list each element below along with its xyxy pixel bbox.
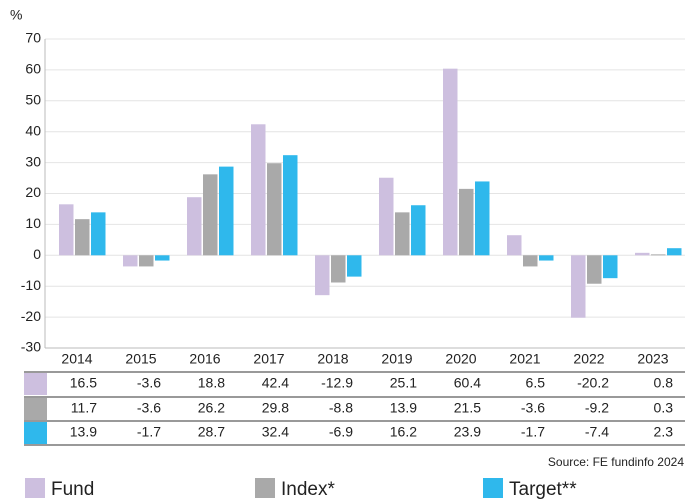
table-cell: 16.2 bbox=[390, 424, 417, 440]
table-swatch bbox=[24, 373, 47, 395]
bar bbox=[587, 255, 602, 284]
legend-swatch bbox=[483, 478, 503, 498]
x-tick-label: 2018 bbox=[317, 351, 348, 367]
bar bbox=[91, 212, 106, 256]
bar bbox=[395, 212, 410, 256]
table-cell: 29.8 bbox=[262, 400, 289, 416]
table-cell: 2.3 bbox=[654, 424, 674, 440]
table-cell: 16.5 bbox=[70, 375, 97, 391]
legend-swatch bbox=[25, 478, 45, 498]
table-cell: 25.1 bbox=[390, 375, 417, 391]
source: Source: FE fundinfo 2024 bbox=[548, 455, 684, 469]
bar bbox=[203, 174, 218, 256]
bar bbox=[267, 163, 282, 256]
table-cell: 6.5 bbox=[526, 375, 546, 391]
bar bbox=[251, 124, 266, 256]
x-tick-label: 2020 bbox=[445, 351, 476, 367]
table-cell: 11.7 bbox=[71, 400, 97, 416]
table-cell: 21.5 bbox=[454, 400, 481, 416]
table-cell: 0.8 bbox=[654, 375, 674, 391]
table-cell: 28.7 bbox=[198, 424, 225, 440]
x-tick-label: 2019 bbox=[381, 351, 412, 367]
table-cell: -3.6 bbox=[137, 400, 161, 416]
y-tick-label: 50 bbox=[25, 92, 41, 108]
x-tick-label: 2015 bbox=[125, 351, 156, 367]
bar bbox=[411, 205, 426, 256]
table-cell: -6.9 bbox=[329, 424, 353, 440]
bar bbox=[635, 252, 650, 256]
bar bbox=[123, 255, 138, 267]
y-tick-label: 60 bbox=[25, 61, 41, 77]
y-tick-label: -20 bbox=[21, 308, 41, 324]
table-cell: -3.6 bbox=[521, 400, 545, 416]
x-tick-label: 2017 bbox=[253, 351, 284, 367]
table-cell: -20.2 bbox=[577, 375, 609, 391]
bar bbox=[603, 255, 618, 279]
table-cell: -3.6 bbox=[137, 375, 161, 391]
legend-swatch bbox=[255, 478, 275, 498]
bar bbox=[475, 181, 490, 256]
bar bbox=[539, 255, 554, 261]
table-swatch bbox=[24, 398, 47, 420]
legend-label: Fund bbox=[51, 479, 94, 500]
table-cell: 60.4 bbox=[454, 375, 481, 391]
table-cell: -8.8 bbox=[329, 400, 353, 416]
table-cell: -7.4 bbox=[585, 424, 609, 440]
table-cell: 32.4 bbox=[262, 424, 289, 440]
y-tick-label: 10 bbox=[25, 215, 41, 231]
bar bbox=[315, 255, 330, 296]
bar bbox=[283, 155, 298, 256]
y-tick-label: 20 bbox=[25, 184, 41, 200]
bar bbox=[347, 255, 362, 277]
table-cell: -12.9 bbox=[321, 375, 353, 391]
bar bbox=[507, 235, 522, 256]
x-tick-label: 2023 bbox=[637, 351, 668, 367]
x-tick-label: 2022 bbox=[573, 351, 604, 367]
table-cell: 0.3 bbox=[654, 400, 674, 416]
table-cell: -9.2 bbox=[585, 400, 609, 416]
bar bbox=[651, 254, 666, 256]
x-tick-label: 2016 bbox=[189, 351, 220, 367]
table-cell: -1.7 bbox=[521, 424, 545, 440]
y-tick-label: -30 bbox=[21, 339, 41, 355]
bar bbox=[667, 248, 682, 256]
y-tick-label: 0 bbox=[33, 246, 41, 262]
bar bbox=[187, 197, 202, 256]
y-tick-label: 70 bbox=[25, 30, 41, 46]
table-cell: 18.8 bbox=[198, 375, 225, 391]
table-cell: -1.7 bbox=[137, 424, 161, 440]
y-tick-label: 30 bbox=[25, 153, 41, 169]
y-tick-label: -10 bbox=[21, 277, 41, 293]
table-cell: 23.9 bbox=[454, 424, 481, 440]
bar bbox=[331, 255, 346, 283]
bar bbox=[459, 188, 474, 256]
bar bbox=[379, 177, 394, 256]
y-unit: % bbox=[10, 7, 22, 23]
bar bbox=[219, 166, 234, 256]
table-cell: 42.4 bbox=[262, 375, 289, 391]
bar bbox=[571, 255, 586, 318]
table-cell: 13.9 bbox=[70, 424, 97, 440]
bar bbox=[59, 204, 74, 256]
y-tick-label: 40 bbox=[25, 122, 41, 138]
bar bbox=[139, 255, 154, 267]
table-cell: 13.9 bbox=[390, 400, 417, 416]
bar bbox=[75, 219, 90, 256]
bar bbox=[443, 68, 458, 256]
x-tick-label: 2021 bbox=[509, 351, 540, 367]
x-tick-label: 2014 bbox=[61, 351, 92, 367]
legend-label: Index* bbox=[281, 479, 335, 500]
table-swatch bbox=[24, 422, 47, 444]
table-cell: 26.2 bbox=[198, 400, 225, 416]
legend-label: Target** bbox=[509, 479, 577, 500]
bar bbox=[523, 255, 538, 267]
bar bbox=[155, 255, 170, 261]
